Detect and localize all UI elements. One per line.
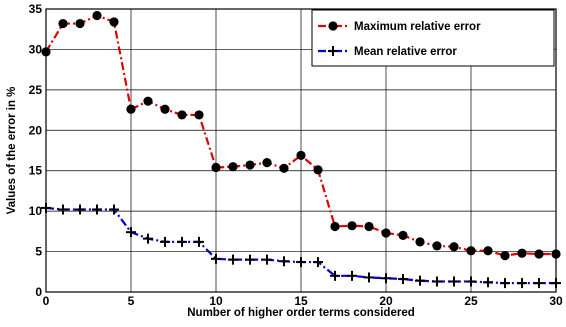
- max-error-point: [211, 162, 221, 173]
- max-error-point: [313, 165, 323, 175]
- mean-error-point: [313, 257, 323, 268]
- legend-label: Maximum relative error: [354, 21, 481, 33]
- x-tick-label: 30: [549, 294, 563, 308]
- series-mean-relative-error: [41, 202, 561, 289]
- mean-error-point: [330, 270, 340, 281]
- mean-error-point: [75, 204, 85, 215]
- mean-error-point: [279, 256, 289, 267]
- mean-error-point: [398, 274, 408, 285]
- max-error-point: [449, 242, 459, 252]
- mean-error-point: [194, 236, 204, 247]
- y-tick-label: 30: [29, 42, 43, 56]
- max-error-point: [75, 18, 85, 29]
- max-error-point: [177, 110, 187, 120]
- axis-ticks: 0 5 10 15 20 25 30 0 5 10 15 20 25 30 35: [29, 2, 563, 308]
- legend: Maximum relative error Mean relative erro…: [311, 9, 555, 67]
- legend-box: [311, 9, 555, 67]
- mean-error-point: [449, 276, 459, 287]
- max-error-point: [330, 221, 340, 232]
- max-error-point: [160, 104, 170, 114]
- mean-error-point: [364, 272, 374, 283]
- max-error-point: [398, 230, 408, 240]
- mean-error-point: [466, 276, 476, 287]
- mean-error-point: [347, 270, 357, 281]
- x-tick-label: 20: [379, 294, 393, 308]
- y-tick-label: 10: [29, 204, 43, 218]
- max-error-point: [500, 251, 510, 261]
- max-error-point: [143, 96, 153, 106]
- x-tick-label: 0: [43, 294, 50, 308]
- series-maximum-relative-error: [41, 10, 561, 261]
- mean-error-point: [262, 254, 272, 265]
- max-error-point: [228, 162, 238, 172]
- max-error-point: [364, 221, 374, 232]
- mean-error-point: [415, 275, 425, 286]
- mean-error-point: [211, 253, 221, 264]
- max-error-point: [126, 104, 136, 114]
- max-error-point: [58, 18, 68, 29]
- max-error-point: [347, 221, 357, 231]
- mean-error-point: [92, 204, 102, 215]
- max-error-point: [262, 158, 272, 168]
- x-tick-label: 10: [209, 294, 223, 308]
- plot-frame: [45, 8, 557, 293]
- max-error-point: [517, 248, 527, 258]
- max-error-point: [432, 241, 442, 251]
- max-error-point: [194, 110, 204, 120]
- mean-error-point: [381, 273, 391, 284]
- max-error-point: [328, 21, 338, 31]
- x-tick-label: 5: [128, 294, 135, 308]
- max-error-point: [109, 17, 119, 27]
- y-tick-label: 35: [29, 2, 43, 16]
- max-error-point: [381, 228, 391, 238]
- mean-error-point: [126, 227, 136, 238]
- mean-error-point: [177, 236, 187, 247]
- y-tick-label: 15: [29, 164, 43, 178]
- grid: [46, 9, 556, 292]
- mean-error-point: [143, 233, 153, 244]
- mean-error-point: [245, 254, 255, 265]
- max-error-point: [415, 237, 425, 247]
- max-error-point: [534, 249, 544, 259]
- max-error-point: [483, 246, 493, 256]
- mean-error-point: [534, 278, 544, 289]
- series-layer: [41, 10, 561, 289]
- legend-entry: Mean relative error: [318, 46, 457, 58]
- x-tick-label: 25: [464, 294, 478, 308]
- max-error-point: [296, 150, 306, 160]
- y-tick-label: 20: [29, 123, 43, 137]
- max-error-point: [466, 246, 476, 256]
- mean-error-point: [160, 236, 170, 247]
- mean-error-point: [500, 278, 510, 289]
- max-error-point: [245, 160, 255, 170]
- legend-entry: Maximum relative error: [318, 21, 481, 33]
- max-error-point: [279, 163, 289, 173]
- mean-error-point: [432, 276, 442, 287]
- mean-error-point: [58, 204, 68, 215]
- y-axis-label: Values of the error in %: [6, 87, 18, 215]
- legend-label: Mean relative error: [354, 46, 457, 58]
- mean-error-point: [228, 254, 238, 265]
- mean-error-point: [296, 257, 306, 268]
- y-tick-label: 25: [29, 83, 43, 97]
- x-axis-label: Number of higher order terms considered: [187, 307, 415, 319]
- max-error-point: [92, 10, 102, 21]
- legend-entries: Maximum relative error Mean relative erro…: [318, 21, 481, 58]
- y-tick-label: 5: [35, 245, 42, 259]
- mean-error-point: [109, 204, 119, 215]
- mean-error-point: [483, 277, 493, 288]
- mean-error-point: [517, 278, 527, 289]
- y-tick-label: 0: [35, 285, 42, 299]
- mean-error-point: [328, 46, 338, 56]
- x-tick-label: 15: [294, 294, 308, 308]
